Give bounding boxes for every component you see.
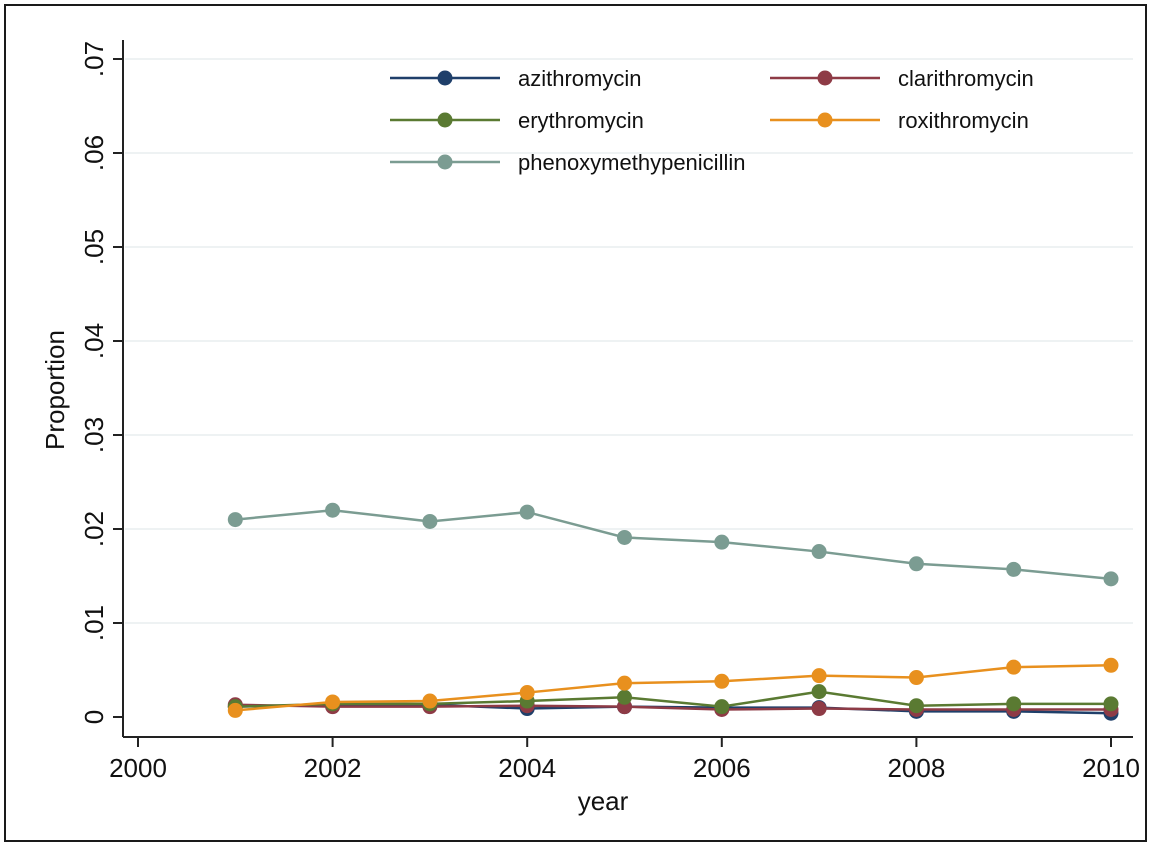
data-point	[714, 673, 730, 689]
data-point	[1103, 571, 1119, 587]
data-point	[1006, 561, 1022, 577]
plot-series	[227, 502, 1119, 721]
y-tick-label: .06	[79, 135, 109, 171]
y-tick-label: .02	[79, 511, 109, 547]
legend-item: clarithromycin	[770, 66, 1034, 91]
data-point	[1103, 657, 1119, 673]
data-point	[422, 693, 438, 709]
series-roxithromycin	[227, 657, 1119, 718]
data-point	[811, 684, 827, 700]
y-tick-label: .01	[79, 605, 109, 641]
series-line	[235, 703, 1111, 711]
data-point	[811, 668, 827, 684]
legend-marker	[817, 70, 833, 86]
x-tick-label: 2006	[693, 753, 751, 783]
series-line	[235, 508, 1112, 581]
data-point	[908, 670, 924, 686]
y-tick-label: .04	[79, 323, 109, 359]
chart-frame	[4, 4, 1147, 842]
x-tick-label: 2010	[1082, 753, 1140, 783]
legend-label: erythromycin	[518, 108, 644, 133]
data-point	[227, 702, 243, 718]
y-tick-label: .05	[79, 229, 109, 265]
legend-marker	[437, 70, 453, 86]
legend-label: roxithromycin	[898, 108, 1029, 133]
data-point	[908, 698, 924, 714]
data-point	[811, 701, 827, 717]
series-phenoxymethypenicillin	[227, 502, 1119, 587]
y-tick-label: .07	[79, 41, 109, 77]
data-point	[519, 504, 535, 520]
legend-label: clarithromycin	[898, 66, 1034, 91]
x-tick-label: 2002	[304, 753, 362, 783]
legend-marker	[817, 112, 833, 128]
series-clarithromycin	[227, 697, 1119, 717]
data-point	[227, 512, 243, 528]
legend-item: azithromycin	[390, 66, 641, 91]
data-point	[1006, 659, 1022, 675]
legend-item: erythromycin	[390, 108, 644, 133]
data-point	[325, 502, 341, 518]
data-point	[714, 534, 730, 550]
axes	[122, 40, 1133, 738]
data-point	[1103, 696, 1119, 712]
x-ticks: 2000 2002 2004 2006 2008 2010	[109, 737, 1140, 783]
x-tick-label: 2008	[887, 753, 945, 783]
data-point	[811, 544, 827, 560]
x-tick-label: 2000	[109, 753, 167, 783]
y-tick-label: .03	[79, 417, 109, 453]
series-line	[235, 690, 1111, 708]
gridlines	[125, 58, 1133, 624]
data-point	[617, 689, 632, 705]
data-point	[617, 529, 632, 545]
data-point	[422, 513, 438, 529]
legend-marker	[437, 112, 453, 128]
y-axis-title: Proportion	[40, 330, 70, 450]
legend-marker	[437, 154, 453, 170]
data-point	[617, 675, 632, 691]
legend-item: phenoxymethypenicillin	[390, 150, 745, 175]
y-tick-label: 0	[79, 710, 109, 724]
legend-label: phenoxymethypenicillin	[518, 150, 745, 175]
data-point	[714, 699, 730, 715]
y-ticks: 0 .01 .02 .03 .04 .05 .06 .07	[79, 41, 123, 724]
legend: azithromycin clarithromycin erythromycin ro…	[390, 66, 1034, 175]
series-line	[235, 664, 1112, 712]
legend-label: azithromycin	[518, 66, 641, 91]
x-tick-label: 2004	[498, 753, 556, 783]
data-point	[1006, 696, 1022, 712]
x-axis-title: year	[578, 786, 629, 816]
legend-item: roxithromycin	[770, 108, 1029, 133]
data-point	[325, 694, 341, 710]
data-point	[519, 685, 535, 701]
data-point	[908, 556, 924, 572]
